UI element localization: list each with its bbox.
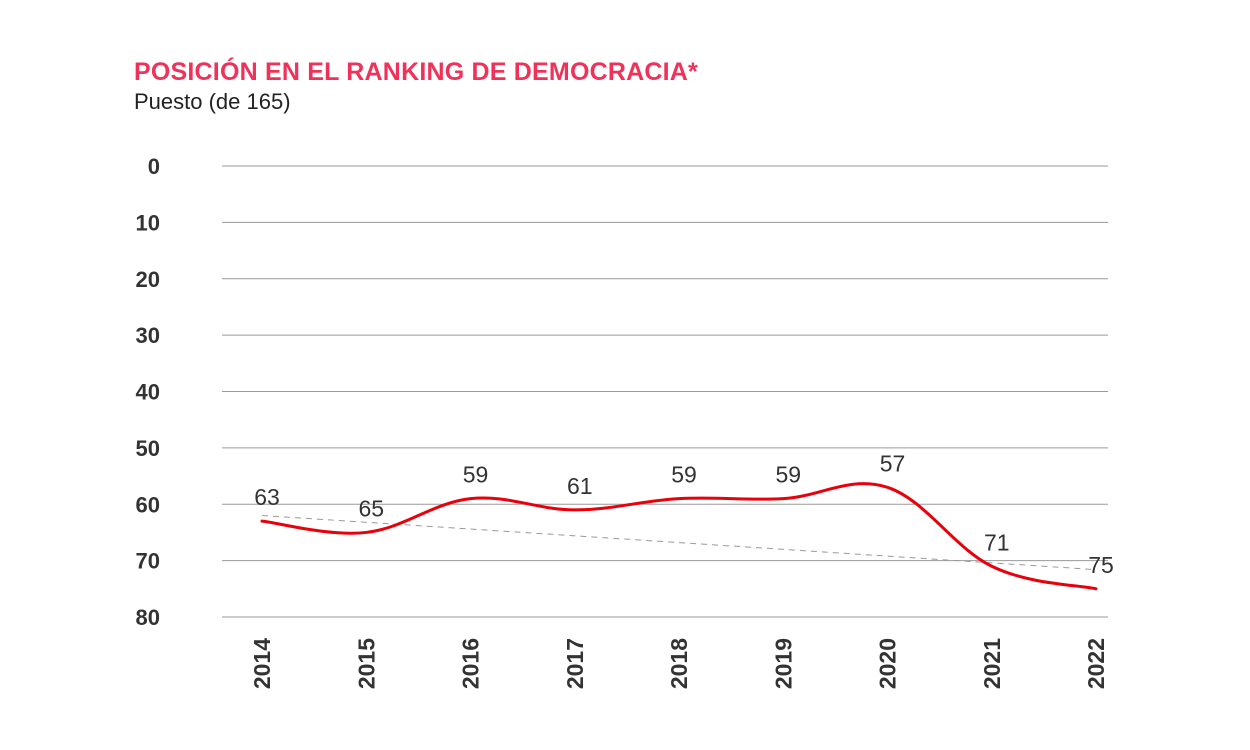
- y-tick-label: 20: [136, 267, 160, 292]
- y-tick-label: 50: [136, 436, 160, 461]
- y-tick-label: 80: [136, 605, 160, 630]
- data-label: 59: [463, 462, 489, 488]
- y-axis-ticks: 0 10 20 30 40 50 60 70 80: [136, 154, 160, 630]
- x-tick-label: 2014: [249, 638, 275, 689]
- data-label: 71: [984, 529, 1010, 555]
- y-tick-label: 10: [136, 210, 160, 235]
- trend-line-layer: [261, 515, 1097, 571]
- y-tick-label: 70: [136, 549, 160, 574]
- x-tick-label: 2019: [770, 638, 796, 689]
- x-tick-label: 2017: [562, 638, 588, 689]
- data-label: 57: [880, 450, 906, 476]
- x-axis-ticks: 2014 2015 2016 2017 2018 2019 2020 2021 2022: [249, 638, 1109, 689]
- y-tick-label: 40: [136, 380, 160, 405]
- chart-subtitle: Puesto (de 165): [134, 89, 291, 114]
- gridlines: [222, 165, 1108, 618]
- ranking-line: [260, 482, 1098, 591]
- data-label: 59: [775, 462, 801, 488]
- x-tick-label: 2020: [875, 638, 901, 689]
- trend-line: [261, 515, 1097, 571]
- x-tick-label: 2018: [666, 638, 692, 689]
- data-label: 63: [254, 484, 280, 510]
- x-tick-label: 2015: [353, 638, 379, 689]
- y-tick-label: 60: [136, 492, 160, 517]
- y-tick-label: 30: [136, 323, 160, 348]
- x-tick-label: 2021: [979, 638, 1005, 689]
- data-labels: 63 65 59 61 59 59 57 71 75: [254, 450, 1114, 577]
- x-tick-label: 2016: [458, 638, 484, 689]
- data-label: 61: [567, 473, 593, 499]
- data-label: 65: [358, 495, 384, 521]
- ranking-line-layer: [260, 482, 1098, 591]
- chart-title: POSICIÓN EN EL RANKING DE DEMOCRACIA*: [134, 58, 698, 86]
- data-label: 59: [671, 462, 697, 488]
- data-label: 75: [1088, 552, 1114, 578]
- y-tick-label: 0: [148, 154, 160, 179]
- x-tick-label: 2022: [1083, 638, 1109, 689]
